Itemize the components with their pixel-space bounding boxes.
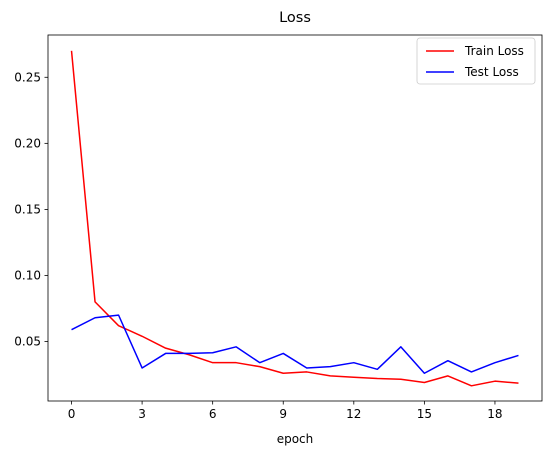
y-tick-label: 0.15 bbox=[14, 202, 41, 216]
y-tick-label: 0.25 bbox=[14, 70, 41, 84]
legend: Train Loss Test Loss bbox=[417, 38, 535, 84]
x-axis-label: epoch bbox=[277, 432, 314, 446]
x-tick-label: 6 bbox=[209, 407, 217, 421]
x-tick-label: 12 bbox=[346, 407, 361, 421]
legend-label-test-loss: Test Loss bbox=[464, 65, 519, 79]
chart-title: Loss bbox=[279, 10, 311, 26]
y-tick-label: 0.10 bbox=[14, 268, 41, 282]
legend-label-train-loss: Train Loss bbox=[464, 44, 524, 58]
y-tick-label: 0.05 bbox=[14, 335, 41, 349]
x-tick-label: 9 bbox=[279, 407, 287, 421]
x-tick-label: 0 bbox=[68, 407, 76, 421]
x-tick-label: 15 bbox=[417, 407, 432, 421]
x-tick-label: 3 bbox=[138, 407, 146, 421]
y-tick-label: 0.20 bbox=[14, 136, 41, 150]
x-tick-label: 18 bbox=[487, 407, 502, 421]
